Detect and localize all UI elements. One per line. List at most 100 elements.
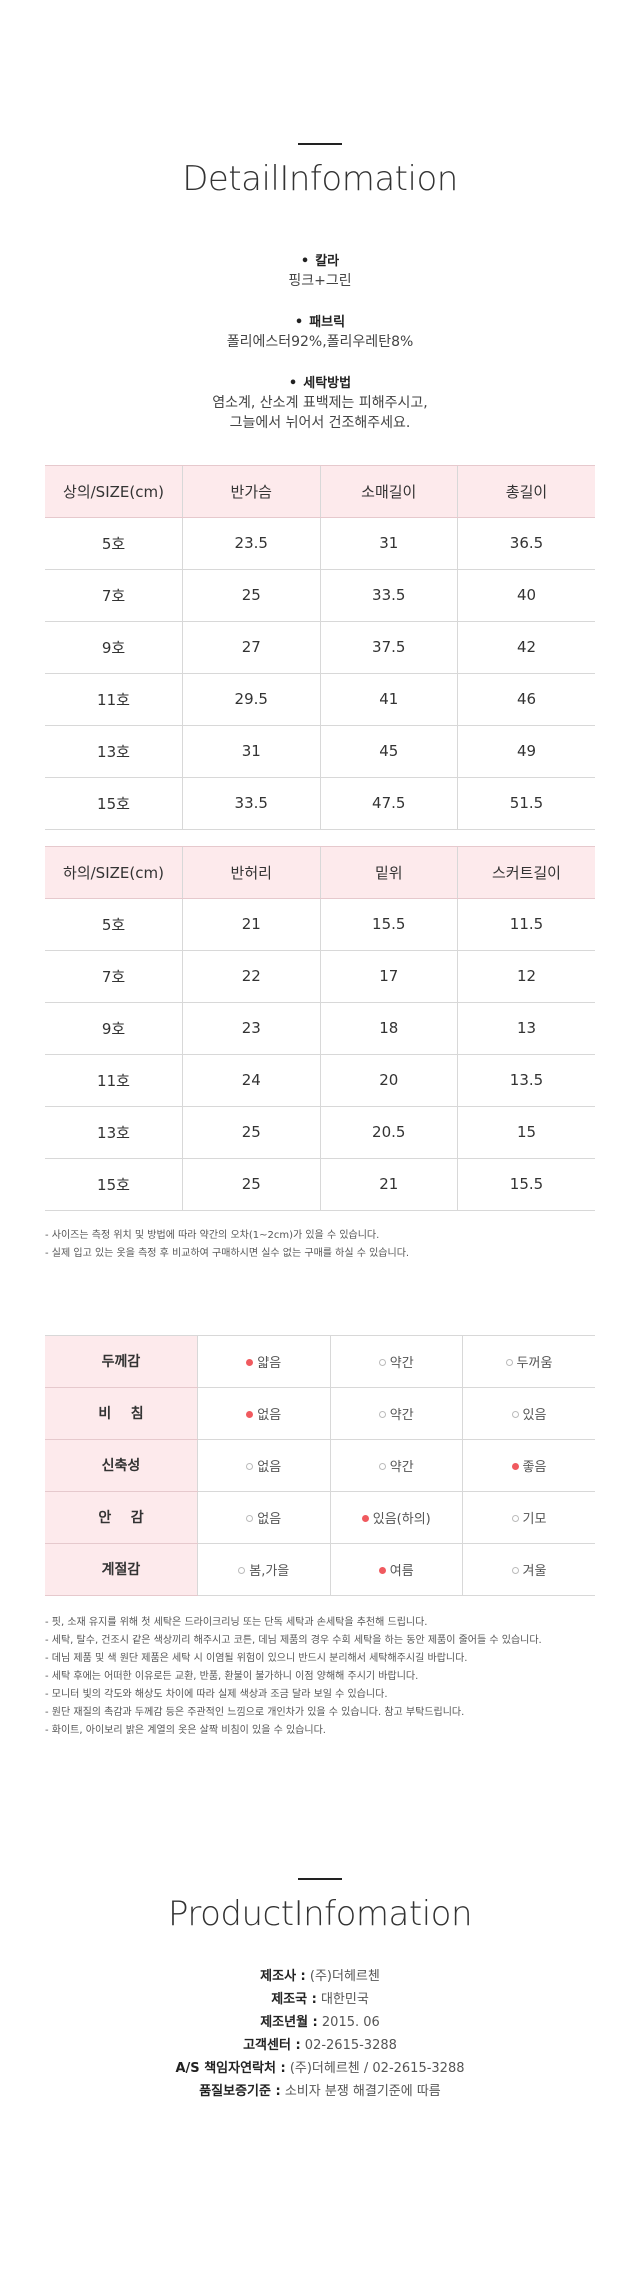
feel-row-stretch: 신축성 없음 약간 좋음 (45, 1439, 595, 1492)
info-label: 세탁방법 (303, 375, 352, 391)
size-notes: - 사이즈는 측정 위치 및 방법에 따라 약간의 오차(1~2cm)가 있을 … (45, 1227, 595, 1263)
info-value: 폴리에스터92%,폴리우레탄8% (226, 333, 414, 350)
option-text: 약간 (389, 1407, 414, 1423)
option-text: 봄,가을 (249, 1563, 290, 1579)
care-notes: - 핏, 소재 유지를 위해 첫 세탁은 드라이크리닝 또는 단독 세탁과 손세… (45, 1614, 595, 1740)
info-label: 패브릭 (309, 314, 346, 330)
detail-title: DetailInfomation (182, 159, 458, 199)
table-cell: 25 (182, 569, 320, 622)
feel-row-sheerness: 비 침 없음 약간 있음 (45, 1387, 595, 1440)
table-cell: 15호 (45, 777, 183, 830)
selected-dot-icon (361, 1514, 369, 1522)
table-row: 5호 23.5 31 36.5 (45, 517, 595, 570)
table-cell: 13.5 (457, 1054, 595, 1107)
table-cell: 15.5 (457, 1158, 595, 1211)
empty-circle-icon (378, 1358, 386, 1366)
table-cell: 25 (182, 1106, 320, 1159)
table-cell: 18 (319, 1002, 458, 1055)
detail-info: • 칼라 핑크+그린 • 패브릭 폴리에스터92%,폴리우레탄8% • 세탁방법 염소… (0, 250, 640, 433)
title-divider (298, 1878, 342, 1880)
table-row: 15호 33.5 47.5 51.5 (45, 777, 595, 830)
table-cell: 11호 (45, 1054, 183, 1107)
note-line: - 실제 입고 있는 옷을 측정 후 비교하여 구매하시면 실수 없는 구매를 … (45, 1247, 410, 1259)
table-cell: 21 (319, 1158, 458, 1211)
feel-option: 없음 (246, 1408, 281, 1423)
table-row: 9호 23 18 13 (45, 1002, 595, 1055)
table-cell: 20.5 (319, 1106, 458, 1159)
option-text: 두꺼움 (516, 1355, 553, 1371)
table-cell: 27 (182, 621, 320, 674)
table-header: 소매길이 (319, 464, 458, 518)
product-info: 제조사 : (주)더헤르첸 제조국 : 대한민국 제조년월 : 2015. 06… (0, 1965, 640, 2103)
table-row: 7호 25 33.5 40 (45, 569, 595, 622)
feel-label: 두께감 (45, 1334, 198, 1388)
product-value: (주)더헤르첸 / 02-2615-3288 (285, 2060, 465, 2076)
feel-label: 안 감 (45, 1491, 198, 1544)
product-title: ProductInfomation (167, 1894, 473, 1934)
product-value: (주)더헤르첸 (305, 1968, 380, 1984)
empty-circle-icon (511, 1514, 519, 1522)
empty-circle-icon (246, 1462, 254, 1470)
table-row: 9호 27 37.5 42 (45, 621, 595, 674)
feel-option: 있음(하의) (361, 1511, 431, 1527)
note-line: - 사이즈는 측정 위치 및 방법에 따라 약간의 오차(1~2cm)가 있을 … (45, 1229, 380, 1241)
table-row: 13호 31 45 49 (45, 725, 595, 778)
note-line: - 세탁, 탈수, 건조시 같은 색상끼리 해주시고 코튼, 데님 제품의 경우… (45, 1634, 542, 1646)
option-text: 있음(하의) (372, 1511, 431, 1527)
feel-option: 기모 (511, 1512, 546, 1527)
table-cell: 11호 (45, 673, 183, 726)
option-text: 약간 (389, 1355, 414, 1371)
table-cell: 5호 (45, 517, 183, 570)
option-text: 없음 (257, 1407, 282, 1423)
table-header: 반허리 (182, 845, 320, 899)
empty-circle-icon (246, 1514, 254, 1522)
empty-circle-icon (378, 1462, 386, 1470)
option-text: 없음 (257, 1511, 282, 1527)
empty-circle-icon (505, 1358, 513, 1366)
table-cell: 29.5 (182, 673, 320, 726)
feel-option: 없음 (246, 1460, 281, 1475)
bottom-size-table: 하의/SIZE(cm) 반허리 밑위 스커트길이 5호 21 15.5 11.5 7호… (45, 845, 595, 1211)
info-color: • 칼라 핑크+그린 (0, 250, 640, 291)
product-section: ProductInfomation 제조사 : (주)더헤르첸 제조국 : 대한… (0, 1878, 640, 2103)
table-cell: 25 (182, 1158, 320, 1211)
feel-option: 없음 (246, 1512, 281, 1527)
table-cell: 33.5 (182, 777, 320, 830)
selected-dot-icon (246, 1410, 254, 1418)
feel-option: 얇음 (246, 1356, 281, 1371)
feel-row-season: 계절감 봄,가을 여름 겨울 (45, 1543, 595, 1596)
note-line: - 원단 재질의 촉감과 두께감 등은 주관적인 느낌으로 개인차가 있을 수 … (45, 1706, 465, 1718)
table-cell: 31 (182, 725, 320, 778)
selected-dot-icon (246, 1358, 254, 1366)
info-fabric: • 패브릭 폴리에스터92%,폴리우레탄8% (0, 311, 640, 352)
table-header-row: 상의/SIZE(cm) 반가슴 소매길이 총길이 (45, 464, 595, 518)
title-divider (298, 143, 342, 145)
table-cell: 46 (457, 673, 595, 726)
table-cell: 49 (457, 725, 595, 778)
feel-option: 겨울 (511, 1563, 547, 1579)
empty-circle-icon (378, 1410, 386, 1418)
bullet: • (294, 314, 304, 330)
table-header: 하의/SIZE(cm) (45, 845, 183, 899)
empty-circle-icon (511, 1410, 519, 1418)
product-label: 제조년월 : (260, 2014, 318, 2030)
table-cell: 33.5 (319, 569, 458, 622)
table-cell: 17 (319, 950, 458, 1003)
feel-row-thickness: 두께감 얇음 약간 두꺼움 (45, 1334, 595, 1388)
feel-option: 약간 (378, 1460, 414, 1475)
info-label: 칼라 (315, 253, 340, 269)
feel-label: 신축성 (45, 1439, 198, 1492)
empty-circle-icon (511, 1566, 519, 1574)
note-line: - 핏, 소재 유지를 위해 첫 세탁은 드라이크리닝 또는 단독 세탁과 손세… (45, 1616, 428, 1628)
product-label: A/S 책임자연락처 : (175, 2060, 286, 2076)
table-row: 11호 24 20 13.5 (45, 1054, 595, 1107)
table-cell: 13 (457, 1002, 595, 1055)
option-text: 여름 (389, 1563, 414, 1579)
table-row: 7호 22 17 12 (45, 950, 595, 1003)
product-row: 고객센터 : 02-2615-3288 (0, 2034, 640, 2057)
info-value: 핑크+그린 (288, 272, 352, 289)
detail-section: DetailInfomation • 칼라 핑크+그린 • 패브릭 폴리에스터92%… (0, 0, 640, 433)
feel-option: 봄,가을 (238, 1564, 289, 1579)
option-text: 겨울 (522, 1563, 547, 1579)
table-row: 5호 21 15.5 11.5 (45, 898, 595, 951)
